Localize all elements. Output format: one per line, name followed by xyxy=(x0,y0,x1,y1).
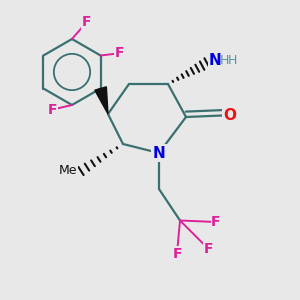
Text: O: O xyxy=(223,108,236,123)
Text: H: H xyxy=(227,54,237,67)
Text: H: H xyxy=(220,54,229,67)
Text: F: F xyxy=(82,15,92,29)
Text: Me: Me xyxy=(59,164,77,178)
Text: F: F xyxy=(172,247,182,260)
Text: F: F xyxy=(48,103,58,116)
Text: F: F xyxy=(211,215,221,229)
Text: F: F xyxy=(115,46,124,60)
Text: N: N xyxy=(153,146,165,160)
Text: N: N xyxy=(208,53,221,68)
Text: F: F xyxy=(204,242,213,256)
Polygon shape xyxy=(95,87,108,114)
